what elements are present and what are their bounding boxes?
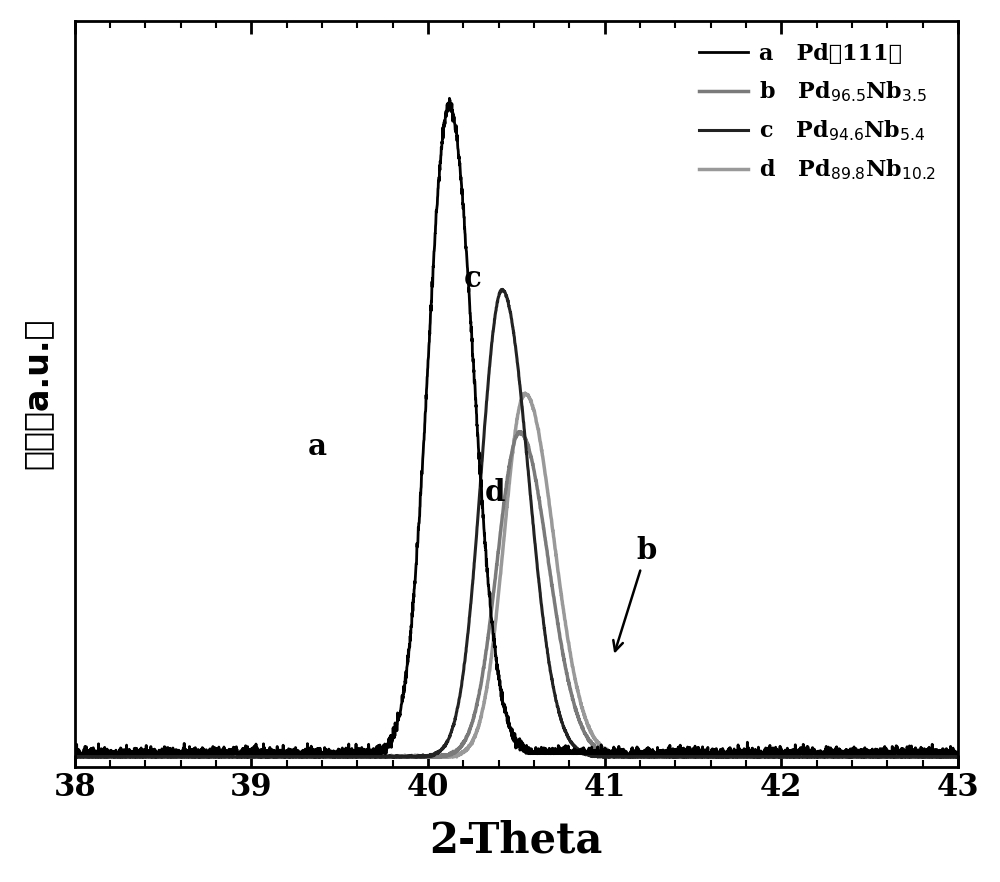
X-axis label: 2-Theta: 2-Theta — [430, 819, 603, 861]
Text: a: a — [308, 432, 327, 461]
Text: c: c — [463, 264, 481, 293]
Text: b: b — [613, 536, 657, 651]
Text: d: d — [484, 478, 505, 507]
Legend: a   Pd（111）, b   Pd$_{96.5}$Nb$_{3.5}$, c   Pd$_{94.6}$Nb$_{5.4}$, d   Pd$_{89.8: a Pd（111）, b Pd$_{96.5}$Nb$_{3.5}$, c Pd… — [688, 32, 947, 193]
Y-axis label: 强度（a.u.）: 强度（a.u.） — [21, 318, 54, 469]
